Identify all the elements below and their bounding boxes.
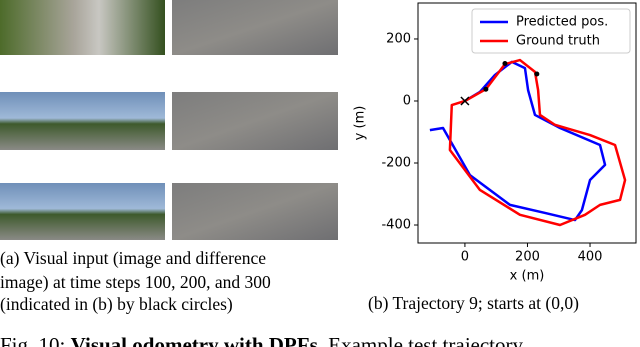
image bbox=[0, 183, 165, 240]
waypoint bbox=[502, 60, 508, 66]
y-tick-label: -400 bbox=[381, 218, 411, 233]
photos bbox=[0, 0, 338, 240]
y-axis-label: y (m) bbox=[353, 106, 368, 141]
difference-image bbox=[172, 0, 338, 55]
fig-prefix: Fig. 10: bbox=[0, 333, 71, 347]
image bbox=[0, 0, 165, 55]
legend-label: Ground truth bbox=[516, 34, 600, 49]
x-axis-label: x (m) bbox=[510, 269, 545, 284]
fig-rest: . Example test trajectory bbox=[318, 333, 524, 347]
y-tick-label: 200 bbox=[386, 31, 411, 46]
waypoint bbox=[534, 71, 540, 77]
legend-label: Predicted pos. bbox=[516, 15, 608, 30]
caption-a-line: image) at time steps 100, 200, and 300 bbox=[0, 272, 271, 292]
chart: x (m) y (m) 0 200 400 -400 -200 0 200 Predicted… bbox=[353, 2, 637, 284]
fig-bold: Visual odometry with DPFs bbox=[71, 333, 318, 347]
caption-b: (b) Trajectory 9; starts at (0,0) bbox=[368, 293, 579, 313]
x-tick-label: 200 bbox=[515, 250, 540, 265]
difference-image bbox=[172, 183, 338, 240]
caption-a-line: (indicated in (b) by black circles) bbox=[0, 294, 233, 314]
waypoint bbox=[483, 86, 489, 92]
image bbox=[0, 92, 165, 150]
start-marker bbox=[460, 96, 470, 106]
trajectory bbox=[448, 58, 627, 227]
y-tick-label: -200 bbox=[381, 156, 411, 171]
x-tick-label: 400 bbox=[578, 250, 603, 265]
caption-a-line: (a) Visual input (image and difference bbox=[0, 248, 266, 268]
difference-image bbox=[172, 92, 338, 150]
x-tick-label: 0 bbox=[461, 250, 469, 265]
y-tick-label: 0 bbox=[403, 93, 411, 108]
figure-caption: Fig. 10: Visual odometry with DPFs. Exam… bbox=[0, 333, 524, 347]
trajectory bbox=[429, 60, 607, 222]
legend-box bbox=[471, 8, 631, 54]
